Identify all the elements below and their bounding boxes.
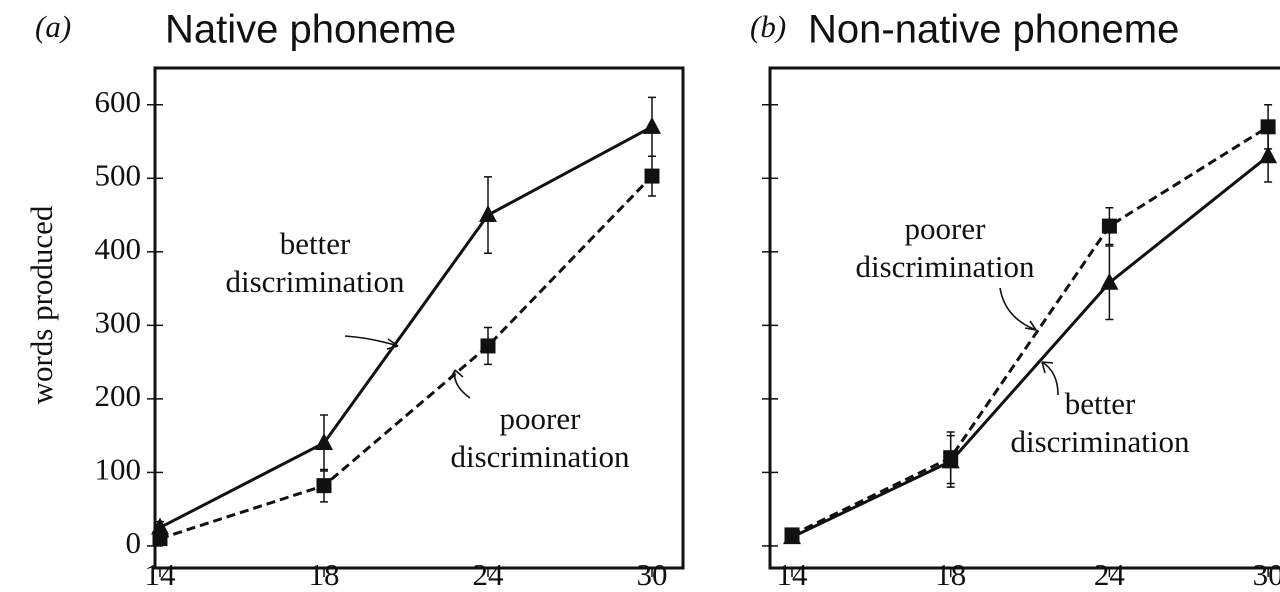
arrow	[453, 369, 471, 399]
series-line	[791, 155, 1270, 539]
marker	[479, 205, 497, 223]
x-tick-label: 30	[1253, 557, 1280, 592]
series-line	[159, 175, 654, 541]
marker	[941, 451, 960, 469]
series-label: poorer discrimination	[450, 401, 630, 474]
y-tick-label: 400	[95, 231, 142, 266]
x-tick-label: 14	[145, 557, 177, 592]
series-label: better discrimination	[225, 226, 405, 299]
x-tick-label: 24	[1094, 557, 1126, 592]
y-tick-label: 300	[95, 304, 142, 339]
y-tick-label: 500	[95, 157, 142, 192]
marker	[152, 531, 168, 547]
marker	[644, 168, 660, 184]
y-axis-label: words produced	[24, 205, 59, 404]
x-tick-label: 30	[637, 557, 668, 592]
series-line	[791, 125, 1269, 537]
arrow-head	[1024, 320, 1037, 331]
panel-label: (a)	[35, 9, 71, 44]
series-line	[159, 125, 653, 529]
y-tick-label: 100	[95, 452, 142, 487]
marker	[316, 478, 332, 494]
plot-frame	[768, 66, 1280, 570]
annotation-arrows	[344, 287, 1059, 399]
y-tick-label: 0	[126, 525, 142, 560]
marker	[1101, 218, 1117, 234]
marker	[315, 433, 333, 450]
arrow	[1041, 361, 1059, 396]
plot-frame	[153, 66, 685, 570]
marker	[151, 517, 169, 535]
x-tick-label: 14	[777, 557, 809, 592]
y-tick-label: 600	[95, 84, 142, 119]
marker	[643, 116, 661, 134]
chart-title: Native phoneme	[165, 8, 456, 52]
series-label: poorer discrimination	[855, 211, 1035, 284]
x-tick-label: 18	[935, 557, 966, 592]
arrow-head	[1041, 361, 1054, 374]
arrow	[999, 287, 1037, 331]
panel-label: (b)	[750, 9, 786, 44]
y-tick-label: 200	[95, 378, 142, 413]
x-tick-label: 24	[473, 557, 505, 592]
series-label: better discrimination	[1010, 386, 1190, 459]
marker	[1259, 146, 1278, 164]
marker	[480, 338, 496, 354]
chart-title: Non-native phoneme	[808, 8, 1179, 52]
marker	[1100, 272, 1119, 290]
x-tick-label: 18	[309, 557, 340, 592]
marker	[783, 527, 801, 545]
